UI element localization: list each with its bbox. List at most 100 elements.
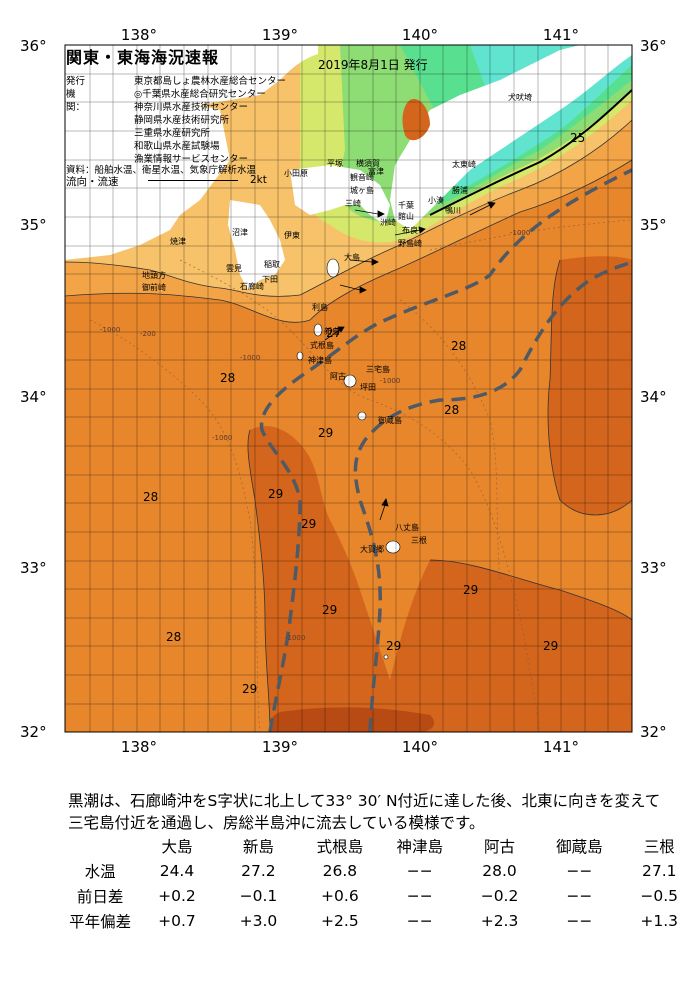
place-sunosaki: 洲崎 xyxy=(380,217,396,227)
place-irozaki: 石廊崎 xyxy=(240,281,264,291)
place-tateyama: 館山 xyxy=(398,211,414,221)
lat-label-34-right: 34° xyxy=(640,388,667,406)
table-cell: +1.3 xyxy=(640,911,679,930)
table-cell: −− xyxy=(566,861,593,880)
agencies-list: 東京都島しょ農林水産総合センター ◎千葉県水産総合研究センター 神奈川県水産技術… xyxy=(134,75,286,153)
map-frame xyxy=(64,44,633,733)
lon-label-139-top: 139° xyxy=(262,26,298,44)
lat-label-32-left: 32° xyxy=(20,723,47,741)
kuroshio-axis-main xyxy=(259,168,632,732)
place-futtsu: 富津 xyxy=(368,166,384,176)
sst-zone-29-east xyxy=(548,256,632,515)
table-cell: −− xyxy=(406,886,433,905)
place-kominato: 小湊 xyxy=(428,195,444,205)
island-niijima xyxy=(313,323,323,337)
place-shimoda: 下田 xyxy=(262,275,278,284)
table-cell: +0.7 xyxy=(158,911,196,930)
agency-item: 三重県水産研究所 xyxy=(134,128,211,139)
lon-label-138-top: 138° xyxy=(121,26,157,44)
island-hachijojima xyxy=(385,540,401,554)
island-oshima xyxy=(326,258,340,278)
agency-item: 静岡県水産技術研究所 xyxy=(134,115,230,126)
place-hachijojima: 八丈島 xyxy=(395,522,419,532)
table-row: 水温 24.4 27.2 26.8 −− 28.0 −− 27.1 xyxy=(64,858,700,883)
agency-item: 和歌山県水産試験場 xyxy=(134,141,220,152)
place-mikurajima: 御蔵島 xyxy=(378,415,402,425)
place-inubosaki: 犬吠埼 xyxy=(508,92,532,102)
tokyo-bay-warm xyxy=(402,99,430,141)
row-label: 水温 xyxy=(84,862,116,881)
row-label: 前日差 xyxy=(76,887,124,906)
place-jitogata: 地頭方 xyxy=(142,270,166,280)
isotherm-label: 27 xyxy=(326,326,341,340)
place-tsubota: 坪田 xyxy=(360,383,376,392)
land-izu-peninsula xyxy=(228,200,285,290)
place-kozushima: 神津島 xyxy=(308,355,332,365)
sea-surface-temperature-map: 138° 139° 140° 141° 138° 139° 140° 141° … xyxy=(20,26,667,756)
lon-label-139-bottom: 139° xyxy=(262,738,298,756)
place-chiba: 千葉 xyxy=(398,200,414,210)
place-oshima: 大島 xyxy=(344,252,360,262)
column-header: 御蔵島 xyxy=(556,837,603,856)
place-nojimazaki: 野島崎 xyxy=(398,238,422,248)
land-boso-peninsula xyxy=(390,45,632,230)
island-mikurajima xyxy=(357,411,367,421)
column-header: 三根 xyxy=(643,837,675,856)
depth-label: -1000 xyxy=(285,634,305,642)
lat-label-32-right: 32° xyxy=(640,723,667,741)
place-taitozaki: 太東崎 xyxy=(452,159,476,169)
table-corner xyxy=(64,833,136,858)
depth-label: -1000 xyxy=(380,377,400,385)
sst-zone-30 xyxy=(269,707,435,732)
lat-label-36-right: 36° xyxy=(640,37,667,55)
place-miyakejima: 三宅島 xyxy=(366,364,390,374)
table-cell: 27.1 xyxy=(641,861,677,880)
place-katsuura: 勝浦 xyxy=(452,185,468,195)
depth-label: -1000 xyxy=(100,326,120,334)
data-source: 資料：船舶水温、衛星水温、気象庁解析水温 xyxy=(66,165,257,176)
depth-label: -1000 xyxy=(212,434,232,442)
place-yokosuka: 横須賀 xyxy=(356,158,380,168)
place-kumomi: 雲見 xyxy=(226,264,242,273)
place-inatori: 稲取 xyxy=(264,259,280,269)
place-shikinejima: 式根島 xyxy=(310,340,334,350)
row-label: 平年偏差 xyxy=(69,912,132,931)
agency-item: ◎千葉県水産総合研究センター xyxy=(134,89,266,100)
observation-table: 大島 新島 式根島 神津島 阿古 御蔵島 三根 水温 24.4 27.2 26.… xyxy=(64,833,700,933)
place-omaezaki: 御前崎 xyxy=(142,282,166,292)
lon-label-141-bottom: 141° xyxy=(543,738,579,756)
map-title: 関東・東海海況速報 xyxy=(66,48,220,67)
isotherm-label: 29 xyxy=(463,583,478,597)
flow-legend-speed: 2kt xyxy=(250,174,267,186)
place-odawara: 小田原 xyxy=(284,169,308,178)
depth-label: -200 xyxy=(140,330,156,338)
place-kamogawa: 鴨川 xyxy=(445,205,461,215)
kuroshio-axis-offshore xyxy=(353,260,632,732)
agencies-label: 発行機関： xyxy=(66,76,86,113)
lat-lon-grid xyxy=(65,45,632,732)
flow-legend-label: 流向・流速 xyxy=(66,176,119,188)
isotherm-label: 29 xyxy=(301,517,316,531)
isotherm-label: 28 xyxy=(444,403,459,417)
agency-item: 東京都島しょ農林水産総合センター xyxy=(134,76,287,87)
bathymetry-contours xyxy=(89,219,632,732)
table-cell: −0.5 xyxy=(640,886,679,905)
place-niijima: 新島 xyxy=(324,326,340,336)
table-cell: −− xyxy=(406,861,433,880)
table-cell: 28.0 xyxy=(482,861,517,880)
lon-label-140-bottom: 140° xyxy=(402,738,438,756)
place-kannonzaki: 観音崎 xyxy=(350,172,374,182)
table-cell: +3.0 xyxy=(239,911,278,930)
land-miura xyxy=(290,165,390,225)
table-cell: −− xyxy=(566,886,593,905)
isotherm-label: 29 xyxy=(543,639,558,653)
agency-item: 神奈川県水産技術センター xyxy=(134,102,249,113)
agency-item: 漁業情報サービスセンター xyxy=(134,154,249,165)
lat-label-33-left: 33° xyxy=(20,559,47,577)
isotherm-label: 29 xyxy=(318,426,333,440)
isotherm-value-labels: 25 27 28 28 28 28 29 29 29 29 29 29 29 2… xyxy=(143,131,585,653)
column-header: 新島 xyxy=(242,837,274,856)
column-header: 神津島 xyxy=(396,837,443,856)
land-shizuoka xyxy=(65,105,230,260)
isotherm-label: 28 xyxy=(143,490,158,504)
